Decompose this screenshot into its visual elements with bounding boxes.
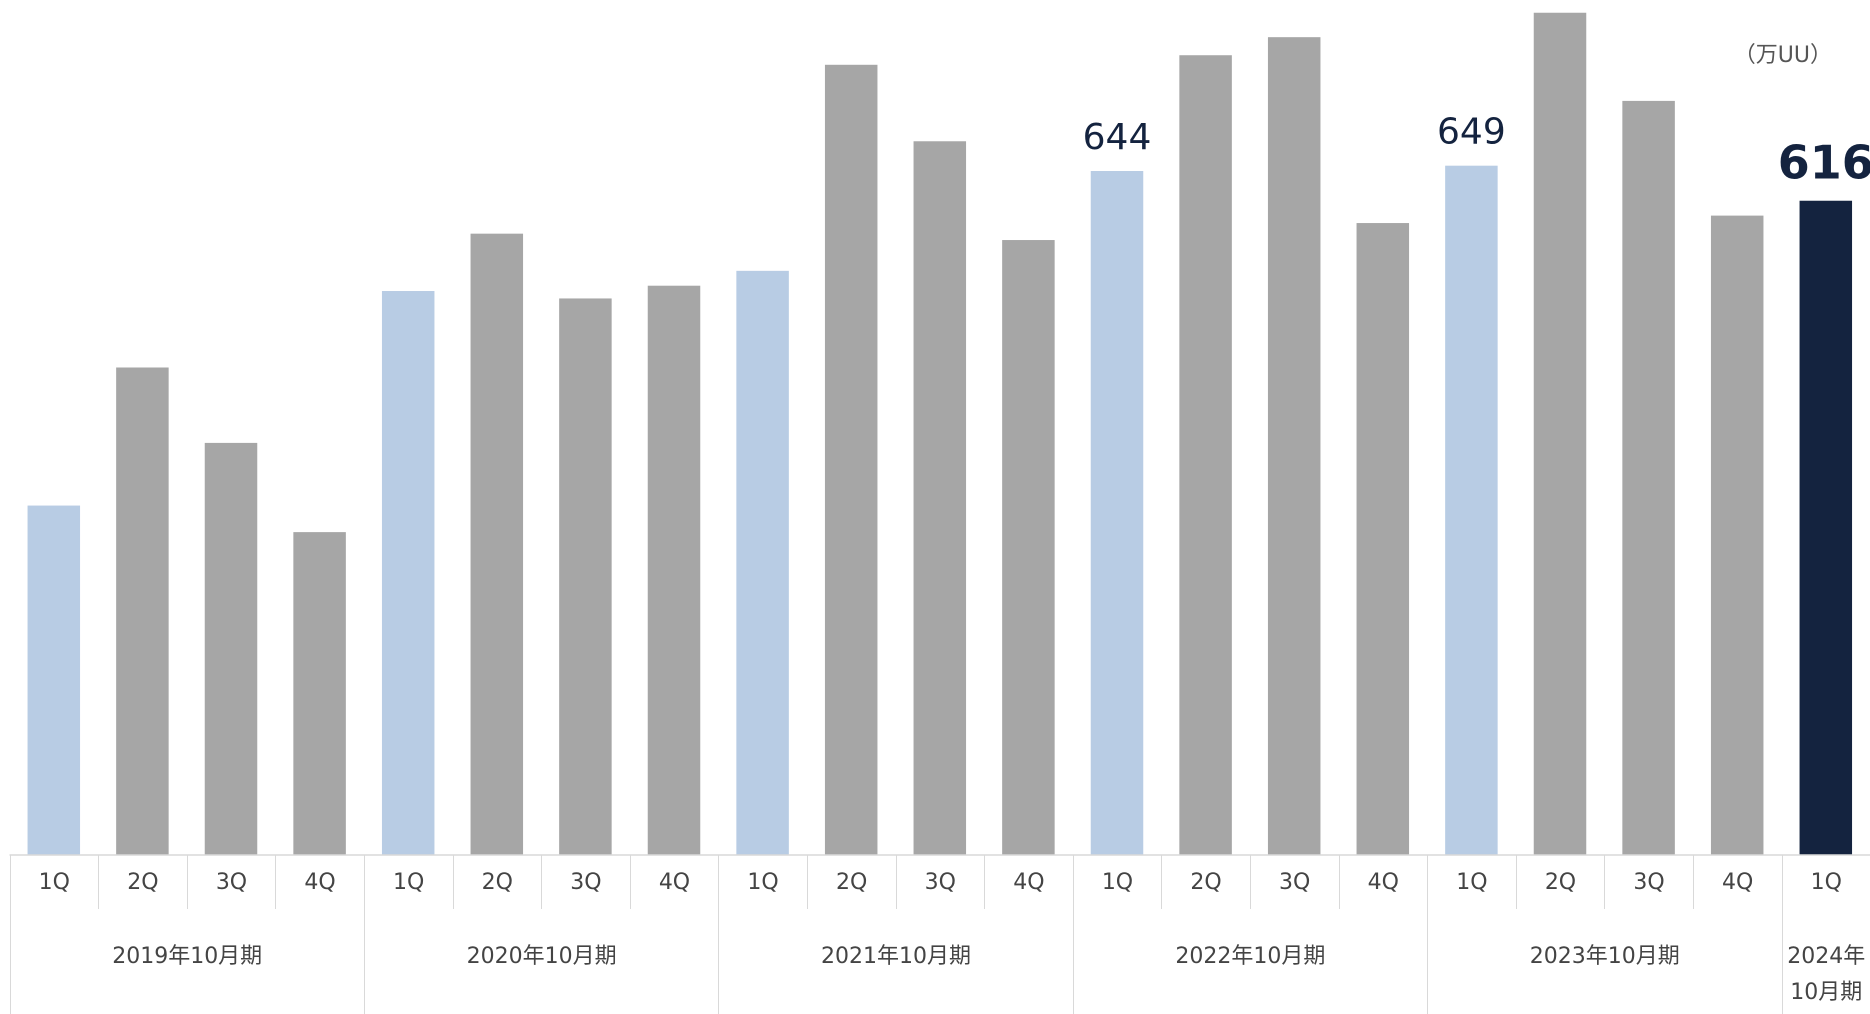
quarter-label: 3Q (186, 855, 276, 909)
quarter-label: 4Q (1692, 855, 1782, 909)
quarter-label: 2Q (1515, 855, 1605, 909)
bar (1445, 165, 1498, 855)
quarter-label: 1Q (1781, 855, 1870, 909)
bar (27, 505, 81, 855)
quarter-label: 4Q (275, 855, 364, 909)
year-label: 2023年10月期 (1427, 909, 1781, 1014)
quarter-label: 2Q (98, 855, 187, 909)
year-label: 2024年10月期 (1781, 909, 1870, 1014)
year-label: 2021年10月期 (718, 909, 1072, 1014)
quarter-label: 1Q (718, 855, 807, 909)
quarter-label: 1Q (363, 855, 453, 909)
quarter-label: 3Q (1249, 855, 1339, 909)
year-label: 2020年10月期 (363, 909, 718, 1014)
quarter-label: 2Q (1161, 855, 1250, 909)
quarter-label: 3Q (1604, 855, 1693, 909)
quarter-label: 3Q (541, 855, 630, 909)
quarter-label: 2Q (452, 855, 542, 909)
bar (116, 367, 169, 855)
year-label: 2022年10月期 (1072, 909, 1427, 1014)
quarter-label: 4Q (984, 855, 1073, 909)
bar (1356, 223, 1410, 856)
quarter-label: 4Q (629, 855, 719, 909)
bar (1090, 171, 1144, 855)
bar (1179, 55, 1232, 856)
value-label: 616 (1778, 136, 1870, 190)
quarter-label: 1Q (1427, 855, 1516, 909)
bar (470, 233, 524, 855)
bar (1002, 240, 1055, 856)
quarter-label: 3Q (895, 855, 985, 909)
bar (559, 298, 612, 855)
unit-label: （万UU） (1734, 43, 1832, 68)
quarter-label: 4Q (1338, 855, 1428, 909)
bar (1622, 100, 1675, 855)
bar (1710, 215, 1764, 855)
bar (293, 532, 346, 855)
bar (381, 291, 435, 855)
quarter-label: 1Q (1072, 855, 1162, 909)
bar (913, 141, 967, 855)
value-label: 644 (1083, 117, 1152, 158)
bar (647, 285, 701, 855)
bar (736, 270, 789, 855)
year-label: 2019年10月期 (9, 909, 364, 1014)
value-label: 649 (1437, 112, 1506, 153)
bar (204, 442, 258, 855)
bar (824, 64, 878, 855)
bar (1533, 12, 1587, 855)
bar (1799, 200, 1853, 855)
quarter-label: 1Q (9, 855, 99, 909)
bar (1267, 37, 1321, 856)
quarter-label: 2Q (806, 855, 896, 909)
